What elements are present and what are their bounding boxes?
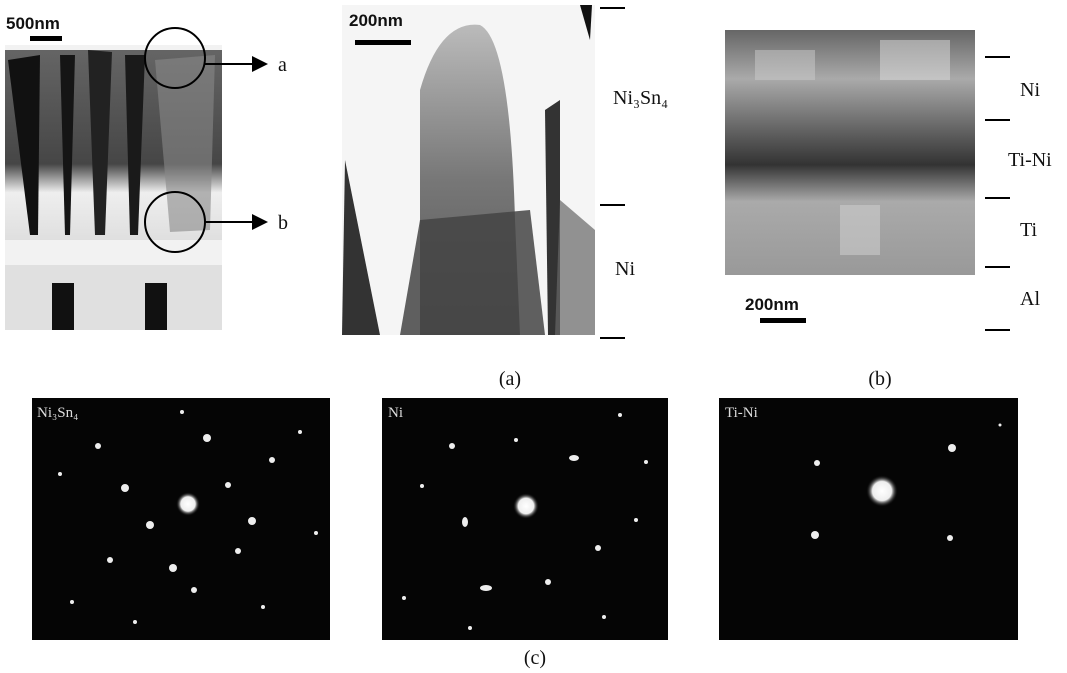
- tem-image-center: [342, 5, 625, 338]
- layer-label: Ti: [1020, 219, 1038, 241]
- pattern-label: Ti-Ni: [725, 405, 758, 421]
- layer-label: Ni₃Sn₄: [613, 87, 668, 109]
- diffraction-pattern: [32, 398, 1018, 640]
- layer-label: Ni: [615, 258, 635, 280]
- scale-label: 500nm: [6, 14, 60, 33]
- caption: (b): [868, 368, 891, 390]
- tem-image-right: [725, 30, 1010, 330]
- marker-label: a: [278, 54, 287, 76]
- pattern-label: Ni₃Sn₄: [37, 405, 78, 421]
- figure: 500nm a b 200nm Ni₃Sn₄ Ni (a) 200nm Ni T…: [0, 0, 1067, 673]
- pattern-label: Ni: [388, 405, 403, 421]
- marker-label: b: [278, 212, 288, 234]
- layer-label: Al: [1020, 288, 1040, 310]
- scale-label: 200nm: [349, 11, 403, 30]
- tem-image-left: [5, 28, 268, 330]
- layer-label: Ti-Ni: [1008, 149, 1052, 171]
- caption: (c): [524, 647, 546, 669]
- caption: (a): [499, 368, 521, 390]
- scale-label: 200nm: [745, 295, 799, 314]
- layer-label: Ni: [1020, 79, 1040, 101]
